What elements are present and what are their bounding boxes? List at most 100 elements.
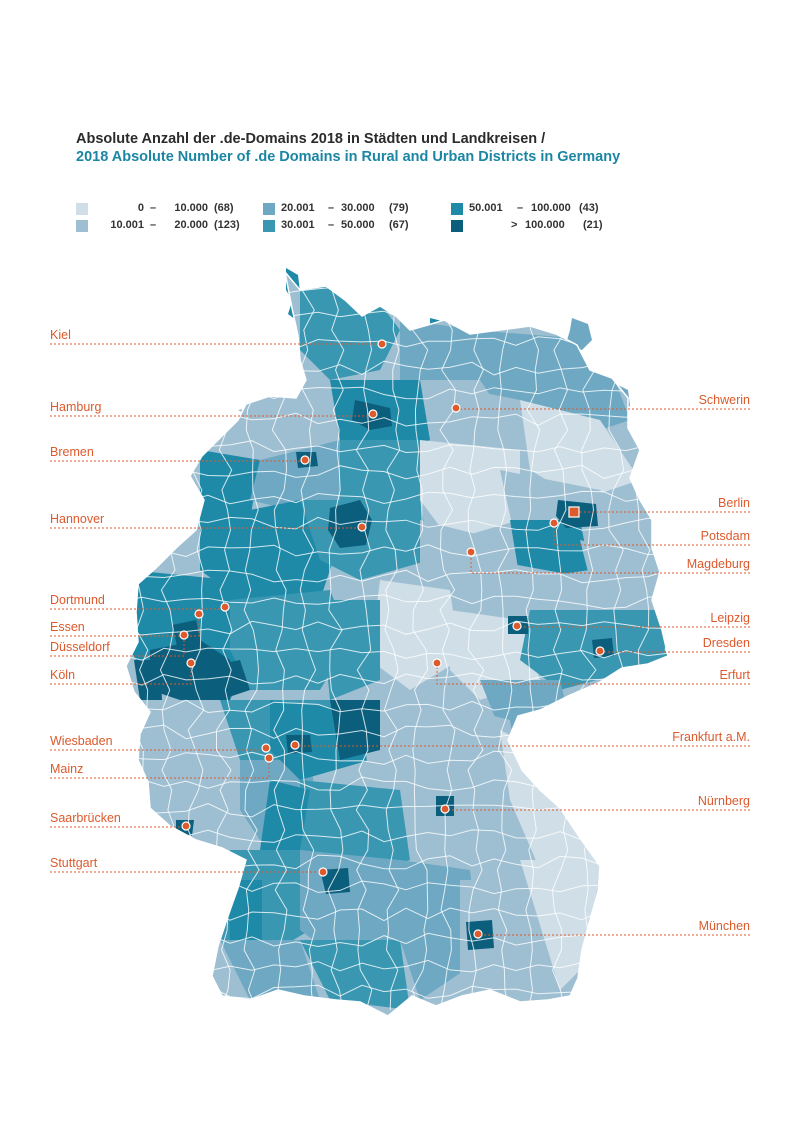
legend-count: (67) (389, 219, 409, 231)
city-marker-saarbruecken[interactable] (181, 821, 191, 831)
district-border (126, 490, 668, 505)
city-label-wiesbaden[interactable]: Wiesbaden (50, 734, 113, 748)
city-label-kiel[interactable]: Kiel (50, 328, 71, 342)
district-border (126, 620, 668, 636)
region-emsland (200, 450, 260, 530)
district-border (327, 272, 345, 1011)
city-marker-mainz[interactable] (264, 753, 274, 763)
leader-line-duesseldorf (50, 635, 185, 657)
city-label-koeln[interactable]: Köln (50, 668, 76, 682)
city-label-erfurt[interactable]: Erfurt (719, 668, 750, 682)
leader-line-bremen (50, 460, 306, 462)
city-label-nuernberg[interactable]: Nürnberg (697, 794, 750, 808)
city-marker-nuernberg[interactable] (440, 804, 450, 814)
city-label-saarbruecken[interactable]: Saarbrücken (50, 811, 121, 825)
legend-count: (68) (214, 202, 234, 214)
legend-count: (123) (214, 219, 240, 231)
map-title: Absolute Anzahl der .de-Domains 2018 in … (76, 131, 546, 147)
city-marker-dortmund[interactable] (220, 602, 230, 612)
district-border (355, 272, 373, 1011)
city-label-berlin[interactable]: Berlin (718, 496, 750, 510)
city-marker-hannover[interactable] (357, 522, 367, 532)
leader-line-magdeburg (470, 552, 750, 574)
city-marker-erfurt[interactable] (432, 658, 442, 668)
district-border (126, 594, 668, 610)
city-marker-schwerin[interactable] (451, 403, 461, 413)
city-label-leipzig[interactable]: Leipzig (710, 611, 750, 625)
city-label-muenchen[interactable]: München (698, 919, 750, 933)
city-label-dresden[interactable]: Dresden (702, 636, 750, 650)
legend-dash: – (328, 219, 335, 231)
city-markers (179, 339, 605, 939)
region-harz (420, 520, 500, 610)
leader-line-mainz (50, 758, 270, 779)
legend-swatch (76, 203, 88, 215)
city-marker-potsdam[interactable] (549, 518, 559, 528)
city-marker-bremen[interactable] (300, 455, 310, 465)
city-marker-frankfurt-a-m[interactable] (290, 740, 300, 750)
city-marker-essen[interactable] (194, 609, 204, 619)
city-marker-hamburg[interactable] (368, 409, 378, 419)
legend-dash: – (328, 202, 335, 214)
leader-line-erfurt (436, 663, 750, 685)
legend-count: (43) (579, 202, 599, 214)
region-hochrhein (220, 940, 320, 1000)
city-marker-duesseldorf[interactable] (179, 630, 189, 640)
city-marker-muenchen[interactable] (473, 929, 483, 939)
district-border (299, 272, 317, 1011)
region-oberfranken (420, 700, 520, 800)
district-border (579, 272, 597, 1011)
city-label-essen[interactable]: Essen (50, 620, 85, 634)
region-oldenburg (250, 440, 340, 510)
region-ortenau (228, 880, 262, 940)
district-hannover (328, 500, 372, 548)
region-sauerland (230, 590, 350, 690)
region-brandenburg-havel (510, 520, 590, 580)
district-border (411, 272, 429, 1011)
region-westfalen (200, 500, 340, 600)
legend-range-from: > (511, 219, 518, 231)
city-label-hannover[interactable]: Hannover (50, 512, 105, 526)
legend-range-to: 100.000 (531, 202, 571, 214)
legend-dash: – (150, 202, 157, 214)
legend-range-to: 20.000 (174, 219, 208, 231)
district-border (525, 272, 541, 1011)
city-marker-kiel[interactable] (377, 339, 387, 349)
legend-swatch (76, 220, 88, 232)
legend-range-from: 30.001 (281, 219, 315, 231)
district-border (467, 272, 485, 1011)
legend-range-to: 30.000 (341, 202, 375, 214)
leader-line-koeln (50, 663, 192, 685)
city-marker-magdeburg[interactable] (466, 547, 476, 557)
leader-line-saarbruecken (50, 826, 187, 828)
city-label-duesseldorf[interactable]: Düsseldorf (50, 640, 110, 654)
city-label-potsdam[interactable]: Potsdam (700, 529, 750, 543)
district-border (663, 272, 668, 1011)
district-rhein-sieg (200, 660, 250, 700)
city-marker-wiesbaden[interactable] (261, 743, 271, 753)
city-marker-koeln[interactable] (186, 658, 196, 668)
city-marker-dresden[interactable] (595, 646, 605, 656)
district-border (551, 272, 569, 1011)
region-bodensee (300, 940, 410, 1010)
district-border (126, 829, 668, 843)
region-eifel (130, 690, 250, 800)
city-label-stuttgart[interactable]: Stuttgart (50, 856, 98, 870)
legend-range-from: 20.001 (281, 202, 315, 214)
city-label-schwerin[interactable]: Schwerin (698, 393, 750, 407)
city-label-hamburg[interactable]: Hamburg (50, 400, 102, 414)
district-border (126, 569, 668, 584)
city-label-bremen[interactable]: Bremen (50, 445, 94, 459)
district-border (496, 272, 513, 1011)
city-marker-leipzig[interactable] (512, 621, 522, 631)
city-label-dortmund[interactable]: Dortmund (50, 593, 105, 607)
city-marker-stuttgart[interactable] (318, 867, 328, 877)
legend-swatch (263, 220, 275, 232)
city-marker-berlin[interactable] (568, 506, 580, 518)
city-label-mainz[interactable]: Mainz (50, 762, 84, 776)
city-label-frankfurt-a-m[interactable]: Frankfurt a.M. (672, 730, 750, 744)
city-label-magdeburg[interactable]: Magdeburg (686, 557, 750, 571)
district-stuttgart (320, 868, 350, 894)
legend-count: (21) (583, 219, 603, 231)
